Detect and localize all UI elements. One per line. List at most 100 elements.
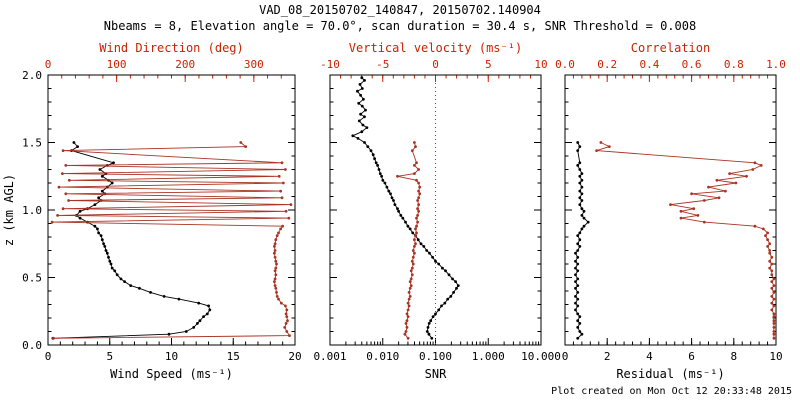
data-point	[149, 291, 152, 294]
data-point	[277, 297, 280, 301]
data-point	[580, 178, 584, 182]
data-point	[772, 312, 776, 316]
data-point	[425, 249, 429, 252]
data-point	[702, 220, 706, 224]
data-point	[110, 181, 114, 185]
data-point	[772, 297, 776, 301]
data-point	[427, 332, 431, 336]
data-point	[113, 269, 117, 273]
data-point	[417, 189, 420, 193]
data-point	[198, 319, 202, 323]
data-point	[369, 149, 373, 153]
series-snr	[351, 76, 460, 340]
data-point	[275, 262, 278, 266]
data-point	[410, 149, 414, 153]
data-point	[360, 104, 364, 108]
x-tick-label: 4	[646, 350, 653, 363]
top-tick-label: -5	[376, 58, 389, 71]
data-point	[397, 209, 400, 213]
data-point	[202, 315, 206, 318]
data-point	[586, 220, 590, 224]
data-point	[362, 97, 365, 101]
data-point	[357, 101, 361, 105]
data-point	[692, 207, 696, 211]
data-point	[96, 227, 99, 231]
data-point	[363, 141, 366, 144]
top-axis-label: Correlation	[631, 41, 710, 55]
data-point	[410, 266, 414, 270]
data-point	[414, 227, 417, 231]
data-point	[408, 286, 412, 290]
data-point	[443, 301, 447, 305]
data-point	[285, 330, 289, 333]
series-line	[52, 142, 291, 339]
data-point	[407, 304, 411, 308]
data-point	[279, 227, 282, 231]
data-point	[745, 174, 748, 178]
data-point	[580, 214, 584, 217]
data-point	[734, 181, 738, 185]
data-point	[378, 172, 382, 176]
data-point	[56, 214, 59, 217]
data-point	[578, 189, 582, 193]
data-point	[274, 238, 278, 242]
data-point	[105, 251, 109, 255]
data-point	[275, 295, 279, 298]
data-point	[416, 199, 419, 202]
data-point	[415, 224, 418, 228]
data-point	[578, 330, 582, 333]
data-point	[358, 83, 362, 86]
x-tick-label: 8	[730, 350, 737, 363]
data-point	[452, 291, 455, 294]
data-point	[578, 322, 582, 325]
data-point	[413, 172, 416, 176]
data-point	[273, 280, 276, 283]
data-point	[64, 192, 68, 196]
data-point	[404, 330, 408, 333]
data-point	[580, 172, 584, 176]
data-point	[574, 266, 577, 270]
data-point	[580, 227, 584, 231]
data-point	[578, 238, 582, 242]
data-point	[414, 234, 417, 238]
data-point	[284, 322, 288, 325]
data-point	[112, 161, 115, 165]
data-point	[274, 286, 278, 290]
data-point	[284, 168, 287, 171]
data-point	[411, 249, 415, 252]
y-tick-label: 0.0	[22, 339, 42, 352]
data-point	[138, 286, 141, 290]
data-point	[574, 280, 577, 283]
data-point	[109, 262, 113, 266]
data-point	[273, 255, 277, 259]
data-point	[283, 326, 287, 329]
data-point	[366, 145, 370, 149]
data-point	[578, 196, 582, 200]
data-point	[772, 291, 776, 294]
data-point	[405, 319, 409, 323]
data-point	[413, 238, 416, 242]
data-point	[383, 181, 387, 185]
data-point	[418, 185, 422, 189]
data-point	[772, 315, 776, 318]
data-point	[415, 231, 418, 235]
data-point	[761, 227, 765, 231]
x-tick-label: 15	[227, 350, 240, 363]
data-point	[576, 164, 580, 167]
data-point	[196, 322, 199, 325]
data-point	[576, 242, 580, 246]
data-point	[184, 330, 188, 333]
data-point	[273, 249, 277, 252]
data-point	[768, 242, 772, 246]
data-point	[64, 164, 68, 167]
data-point	[576, 326, 580, 329]
data-point	[408, 280, 412, 283]
data-point	[103, 245, 107, 248]
data-point	[357, 119, 361, 123]
x-tick-label: 6	[688, 350, 695, 363]
top-tick-label: 300	[244, 58, 264, 71]
data-point	[772, 304, 776, 308]
data-point	[580, 207, 584, 211]
data-point	[393, 203, 397, 207]
